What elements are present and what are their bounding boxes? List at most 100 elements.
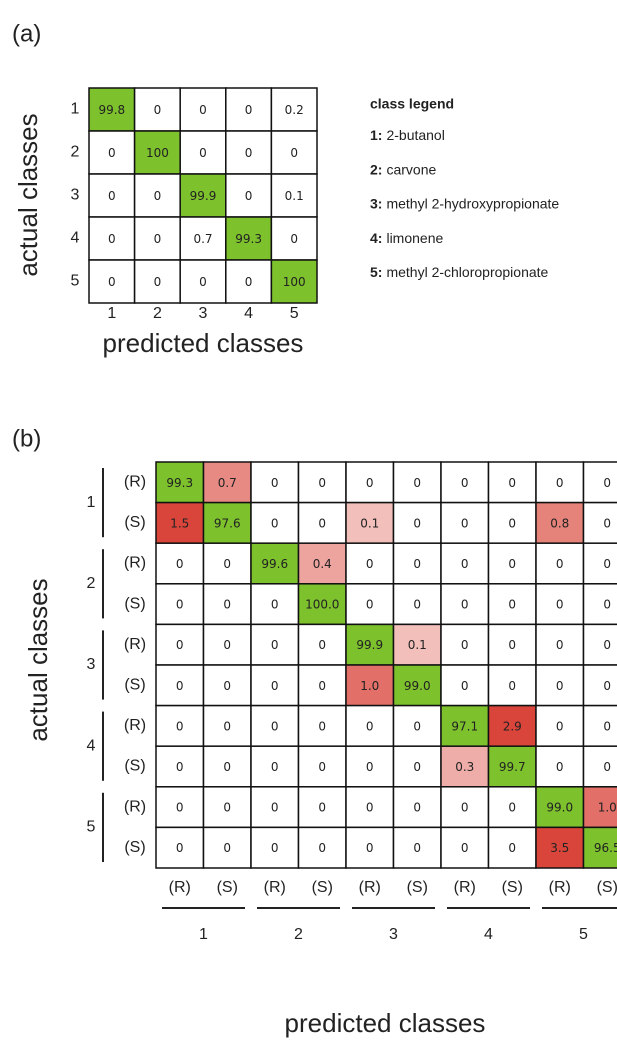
cell-label: 0 bbox=[508, 679, 516, 693]
cell-label: 0 bbox=[290, 146, 298, 160]
cell-label: 0 bbox=[154, 232, 162, 246]
cell bbox=[535, 583, 585, 626]
cell-label: 3.5 bbox=[550, 841, 569, 855]
cell-label: 0 bbox=[245, 103, 253, 117]
cell bbox=[535, 704, 585, 747]
cell bbox=[297, 583, 347, 626]
cell-label: 0 bbox=[366, 719, 374, 733]
cell-label: 0 bbox=[461, 841, 469, 855]
cell-label: 99.8 bbox=[98, 103, 125, 117]
cell-label: 0 bbox=[366, 598, 374, 612]
cell bbox=[297, 461, 347, 504]
cell-label: 0 bbox=[318, 638, 326, 652]
cell-label: 0 bbox=[603, 476, 611, 490]
cell bbox=[392, 542, 442, 585]
x-axis-label: predicted classes bbox=[103, 328, 304, 358]
cell-label: 0 bbox=[318, 801, 326, 815]
cell bbox=[487, 826, 537, 869]
cell bbox=[202, 501, 252, 544]
x-sub-label: (R) bbox=[359, 879, 381, 896]
cell bbox=[155, 826, 205, 869]
y-tick-label: 3 bbox=[71, 187, 80, 204]
cell-label: 0 bbox=[271, 598, 279, 612]
cell-label: 0 bbox=[108, 232, 116, 246]
cell-label: 0 bbox=[154, 189, 162, 203]
cell bbox=[487, 501, 537, 544]
cell-label: 0 bbox=[154, 275, 162, 289]
cell-label: 0 bbox=[461, 516, 469, 530]
y-group-label: 5 bbox=[87, 819, 96, 836]
y-sub-label: (R) bbox=[124, 555, 146, 572]
cell bbox=[202, 542, 252, 585]
x-sub-label: (S) bbox=[502, 879, 523, 896]
cell-label: 0 bbox=[413, 557, 421, 571]
y-sub-label: (R) bbox=[124, 798, 146, 815]
cell-label: 0.1 bbox=[285, 189, 304, 203]
x-tick-label: 1 bbox=[107, 305, 116, 322]
y-sub-label: (R) bbox=[124, 717, 146, 734]
cell-label: 0 bbox=[508, 801, 516, 815]
cell-label: 0 bbox=[366, 557, 374, 571]
cell bbox=[345, 826, 395, 869]
cell-label: 0 bbox=[603, 638, 611, 652]
cell-label: 0 bbox=[508, 516, 516, 530]
cell bbox=[202, 583, 252, 626]
cell bbox=[88, 87, 136, 132]
cell-label: 0 bbox=[461, 638, 469, 652]
cell-label: 0 bbox=[199, 146, 207, 160]
cell-label: 0 bbox=[223, 557, 231, 571]
cell-label: 0 bbox=[603, 679, 611, 693]
cell-label: 0 bbox=[556, 719, 564, 733]
cell-label: 0 bbox=[508, 557, 516, 571]
cell bbox=[133, 259, 181, 304]
cell bbox=[582, 583, 617, 626]
cell-label: 0 bbox=[461, 801, 469, 815]
y-sub-label: (S) bbox=[124, 758, 145, 775]
cell-label: 2.9 bbox=[503, 719, 522, 733]
cell bbox=[179, 130, 227, 175]
cell-label: 0 bbox=[108, 275, 116, 289]
x-group-label: 5 bbox=[579, 926, 588, 943]
y-group-label: 2 bbox=[87, 575, 96, 592]
cell-label: 99.9 bbox=[356, 638, 383, 652]
cell bbox=[297, 826, 347, 869]
y-group-label: 3 bbox=[87, 656, 96, 673]
cell bbox=[440, 786, 490, 829]
cell bbox=[345, 623, 395, 666]
cell-label: 0 bbox=[366, 801, 374, 815]
cell bbox=[155, 786, 205, 829]
cell-label: 0 bbox=[271, 841, 279, 855]
x-tick-label: 5 bbox=[290, 305, 299, 322]
cell bbox=[440, 623, 490, 666]
y-tick-label: 5 bbox=[71, 273, 80, 290]
cell-label: 0 bbox=[290, 232, 298, 246]
cell-label: 0 bbox=[318, 516, 326, 530]
cell-label: 1.0 bbox=[598, 801, 617, 815]
cell-label: 0 bbox=[318, 841, 326, 855]
cell-label: 0 bbox=[245, 275, 253, 289]
cell-label: 0 bbox=[461, 557, 469, 571]
cell bbox=[250, 542, 300, 585]
y-tick-label: 1 bbox=[71, 101, 80, 118]
x-sub-label: (R) bbox=[454, 879, 476, 896]
cell-label: 0 bbox=[271, 801, 279, 815]
legend-key: 3: bbox=[370, 195, 382, 211]
cell bbox=[392, 623, 442, 666]
legend-key: 5: bbox=[370, 264, 382, 280]
cell-label: 0 bbox=[223, 801, 231, 815]
cell-label: 100 bbox=[146, 146, 169, 160]
y-group-label: 1 bbox=[87, 494, 96, 511]
cell-label: 0 bbox=[413, 841, 421, 855]
cell-label: 0 bbox=[176, 679, 184, 693]
cell bbox=[133, 173, 181, 218]
cell-label: 0 bbox=[413, 719, 421, 733]
legend-key: 2: bbox=[370, 161, 382, 177]
x-group-label: 2 bbox=[294, 926, 303, 943]
cell-label: 0 bbox=[223, 598, 231, 612]
cell-label: 0 bbox=[223, 719, 231, 733]
cell-label: 0.8 bbox=[550, 516, 569, 530]
cell-label: 99.3 bbox=[166, 476, 193, 490]
cell bbox=[582, 461, 617, 504]
cell bbox=[225, 173, 273, 218]
